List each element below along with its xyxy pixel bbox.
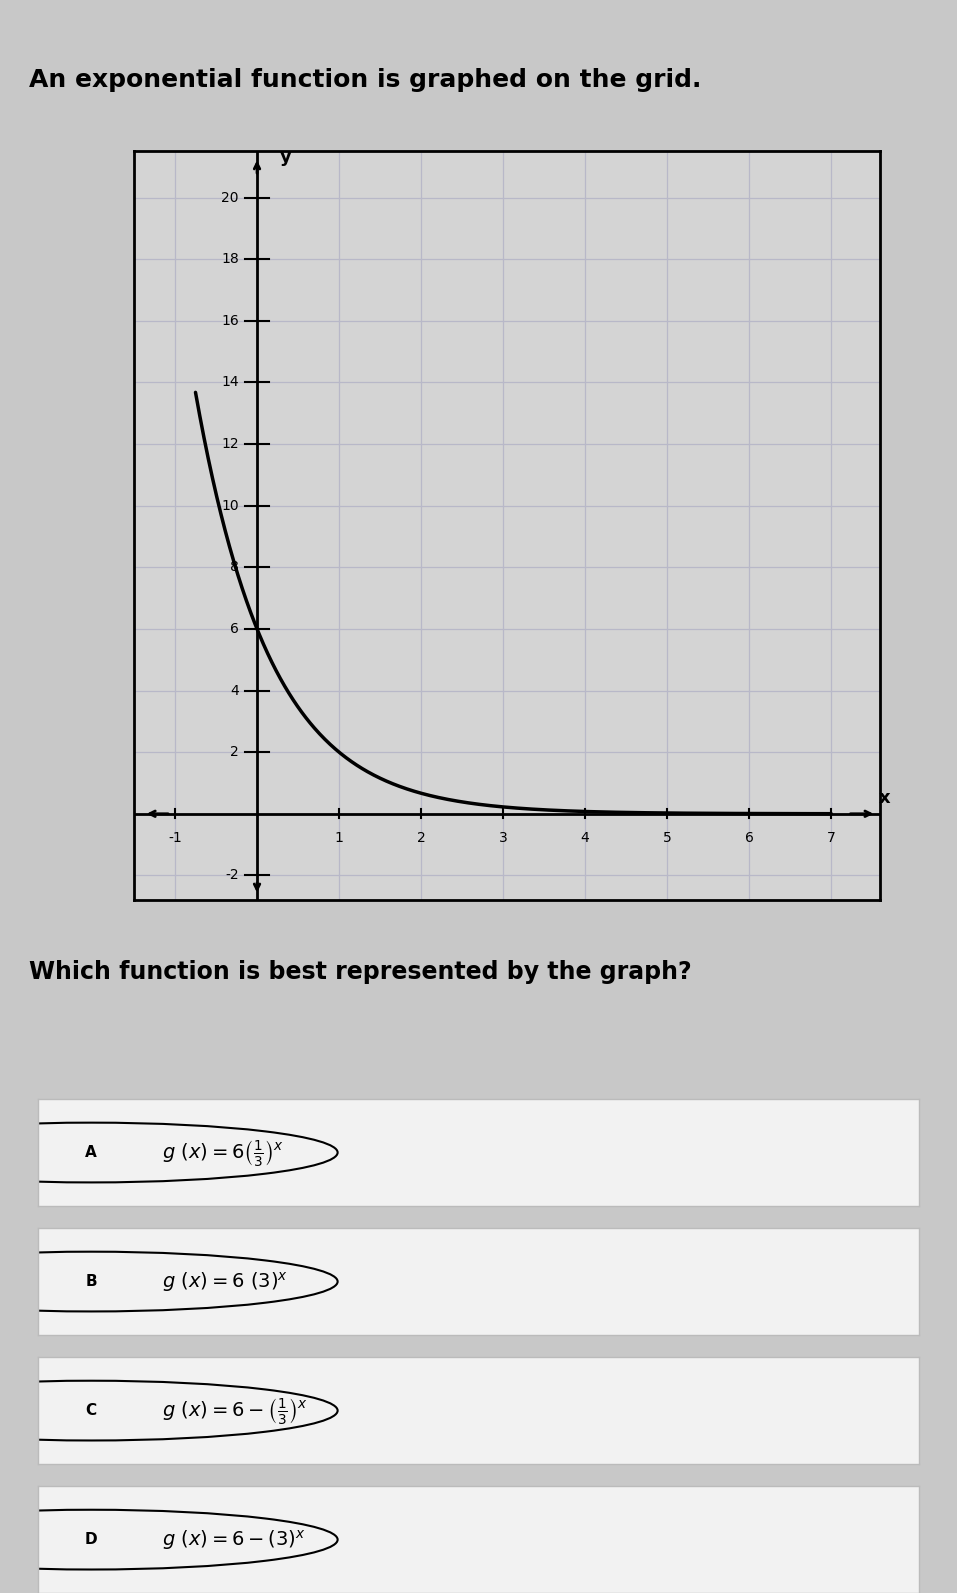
- Text: D: D: [85, 1532, 98, 1547]
- Text: A: A: [85, 1145, 97, 1160]
- Text: 1: 1: [335, 830, 344, 844]
- Text: x: x: [879, 790, 890, 808]
- Text: 7: 7: [827, 830, 835, 844]
- Text: Which function is best represented by the graph?: Which function is best represented by th…: [29, 959, 691, 984]
- Text: 12: 12: [221, 436, 239, 451]
- Text: y: y: [280, 148, 292, 167]
- Text: 14: 14: [221, 376, 239, 389]
- Text: B: B: [85, 1274, 97, 1289]
- Text: An exponential function is graphed on the grid.: An exponential function is graphed on th…: [29, 67, 701, 92]
- Text: 2: 2: [416, 830, 426, 844]
- Text: C: C: [85, 1403, 97, 1418]
- Text: $g\ (x)=6-\left(\frac{1}{3}\right)^x$: $g\ (x)=6-\left(\frac{1}{3}\right)^x$: [162, 1395, 307, 1426]
- Text: -1: -1: [168, 830, 182, 844]
- Text: 3: 3: [499, 830, 507, 844]
- Text: 5: 5: [663, 830, 672, 844]
- Text: 8: 8: [230, 561, 239, 575]
- Text: $g\ (x)=6\ (3)^x$: $g\ (x)=6\ (3)^x$: [162, 1270, 288, 1294]
- Text: 18: 18: [221, 252, 239, 266]
- Text: 6: 6: [230, 621, 239, 636]
- Text: 2: 2: [231, 746, 239, 760]
- Text: $g\ (x)=6-(3)^x$: $g\ (x)=6-(3)^x$: [162, 1528, 305, 1552]
- Text: -2: -2: [225, 868, 239, 883]
- Text: 4: 4: [581, 830, 590, 844]
- Text: 10: 10: [221, 499, 239, 513]
- Text: $g\ (x)=6\left(\frac{1}{3}\right)^x$: $g\ (x)=6\left(\frac{1}{3}\right)^x$: [162, 1137, 283, 1168]
- Text: 6: 6: [745, 830, 753, 844]
- Text: 16: 16: [221, 314, 239, 328]
- Text: 4: 4: [231, 683, 239, 698]
- Text: 20: 20: [221, 191, 239, 204]
